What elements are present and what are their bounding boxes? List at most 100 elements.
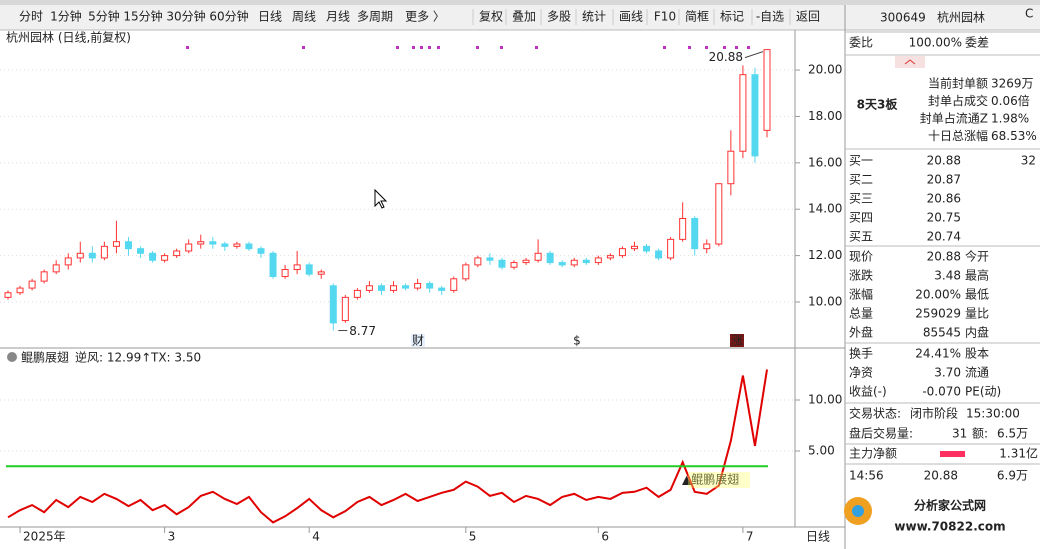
seal-label: 封单占成交: [928, 93, 988, 108]
period-tab[interactable]: 日线: [258, 10, 282, 24]
tool-button[interactable]: 标记: [720, 10, 744, 24]
tool-button[interactable]: 统计: [582, 10, 606, 24]
watermark-title: 分析家公式网: [914, 498, 986, 513]
stat-label: 流通: [965, 366, 989, 380]
bid-label: 买二: [849, 173, 873, 187]
period-tab[interactable]: 更多 〉: [405, 10, 445, 24]
candle-body: [643, 245, 651, 252]
tool-button[interactable]: 叠加: [512, 10, 536, 24]
event-dot: [500, 46, 503, 49]
bid-label: 买一: [849, 154, 873, 168]
low-label: 8.77: [349, 324, 376, 338]
tool-button[interactable]: 复权: [479, 10, 503, 24]
candle-body: [727, 150, 735, 185]
stat-value: 259029: [915, 307, 961, 321]
candle-body: [100, 245, 108, 259]
candle-body: [353, 289, 361, 298]
tool-button[interactable]: F10: [654, 10, 676, 24]
legend-entry: 逆风: 12.99↑: [75, 350, 151, 365]
candle-body: [763, 49, 771, 131]
event-dot: [396, 46, 399, 49]
event-label: 涨: [731, 333, 743, 348]
stat-label: 换手: [849, 347, 873, 361]
y-tick-label: 14.00: [808, 202, 842, 216]
candle-body: [414, 282, 422, 289]
period-tab[interactable]: 分时: [19, 10, 43, 24]
row-label: 委差: [965, 36, 989, 50]
candle-body: [703, 243, 711, 250]
event-badge[interactable]: [570, 334, 584, 347]
period-tab[interactable]: 多周期: [357, 10, 393, 24]
expand-button[interactable]: [895, 56, 925, 68]
candle-body: [341, 296, 349, 322]
tool-button[interactable]: 画线: [619, 10, 643, 24]
stat-value: 85545: [923, 326, 961, 340]
candle-body: [739, 74, 747, 152]
event-dot: [735, 46, 738, 49]
stock-name: 杭州园林: [937, 10, 985, 25]
stat-label: 总量: [849, 307, 873, 321]
period-tab[interactable]: 1分钟: [50, 9, 82, 24]
tool-button[interactable]: 多股: [547, 10, 571, 24]
candle-body: [245, 243, 253, 250]
net-bar: [940, 451, 965, 457]
tool-button[interactable]: 返回: [796, 10, 820, 24]
candle-body: [486, 257, 494, 261]
seal-value: 68.53%: [991, 129, 1037, 143]
candle-body: [185, 243, 193, 252]
candle-body: [257, 248, 265, 254]
bid-price: 20.86: [927, 192, 961, 206]
stat-value: 24.41%: [915, 347, 961, 361]
period-tab[interactable]: 月线: [326, 10, 350, 24]
candle-body: [161, 255, 169, 261]
period-tab[interactable]: 5分钟: [88, 9, 120, 24]
period-tab[interactable]: 30分钟: [166, 9, 205, 24]
stat-value: 20.88: [927, 250, 961, 264]
candle-body: [365, 285, 373, 291]
tick-price: 20.88: [924, 469, 958, 483]
event-badge[interactable]: [730, 334, 744, 347]
candle-body: [715, 183, 723, 245]
stock-code: 300649: [880, 11, 926, 25]
event-badge[interactable]: [411, 334, 425, 347]
row-label: 委比: [849, 36, 873, 50]
tool-button[interactable]: 简框: [685, 10, 709, 24]
status-value: 闭市阶段: [910, 406, 958, 421]
candle-body: [293, 264, 301, 271]
candle-body: [221, 243, 229, 247]
candle-body: [534, 252, 542, 261]
y-tick-label: 10.00: [808, 295, 842, 309]
event-dot: [428, 46, 431, 49]
stat-value: 20.00%: [915, 288, 961, 302]
candle-body: [594, 257, 602, 264]
event-dot: [476, 46, 479, 49]
stat-label: 现价: [849, 250, 873, 264]
stat-label: 外盘: [849, 325, 873, 340]
period-footer: 日线: [806, 530, 830, 544]
stat-label: 净资: [849, 366, 873, 380]
panel-lines: [845, 31, 1040, 465]
stat-label: PE(动): [965, 385, 1001, 399]
bid-price: 20.87: [927, 173, 961, 187]
candle-body: [28, 280, 36, 289]
candle-body: [426, 282, 434, 289]
tool-button[interactable]: -自选: [756, 10, 784, 24]
event-label: $: [573, 334, 581, 348]
indicator-toggle[interactable]: [7, 352, 17, 362]
event-dot: [412, 46, 415, 49]
net-label: 主力净额: [849, 447, 897, 461]
high-label: 20.88: [709, 50, 743, 64]
event-dot: [663, 46, 666, 49]
high-pointer: [744, 51, 764, 59]
candle-body: [667, 238, 675, 259]
tick-time: 14:56: [849, 469, 884, 483]
candle-body: [329, 285, 337, 324]
x-tick-label: 6: [601, 530, 609, 544]
candle-body: [570, 259, 578, 266]
after-label: 盘后交易量:: [849, 426, 913, 441]
period-tab[interactable]: 60分钟: [209, 9, 248, 24]
bid-price: 20.88: [927, 154, 961, 168]
period-tab[interactable]: 15分钟: [123, 9, 162, 24]
event-dot: [302, 46, 305, 49]
period-tab[interactable]: 周线: [292, 10, 316, 24]
